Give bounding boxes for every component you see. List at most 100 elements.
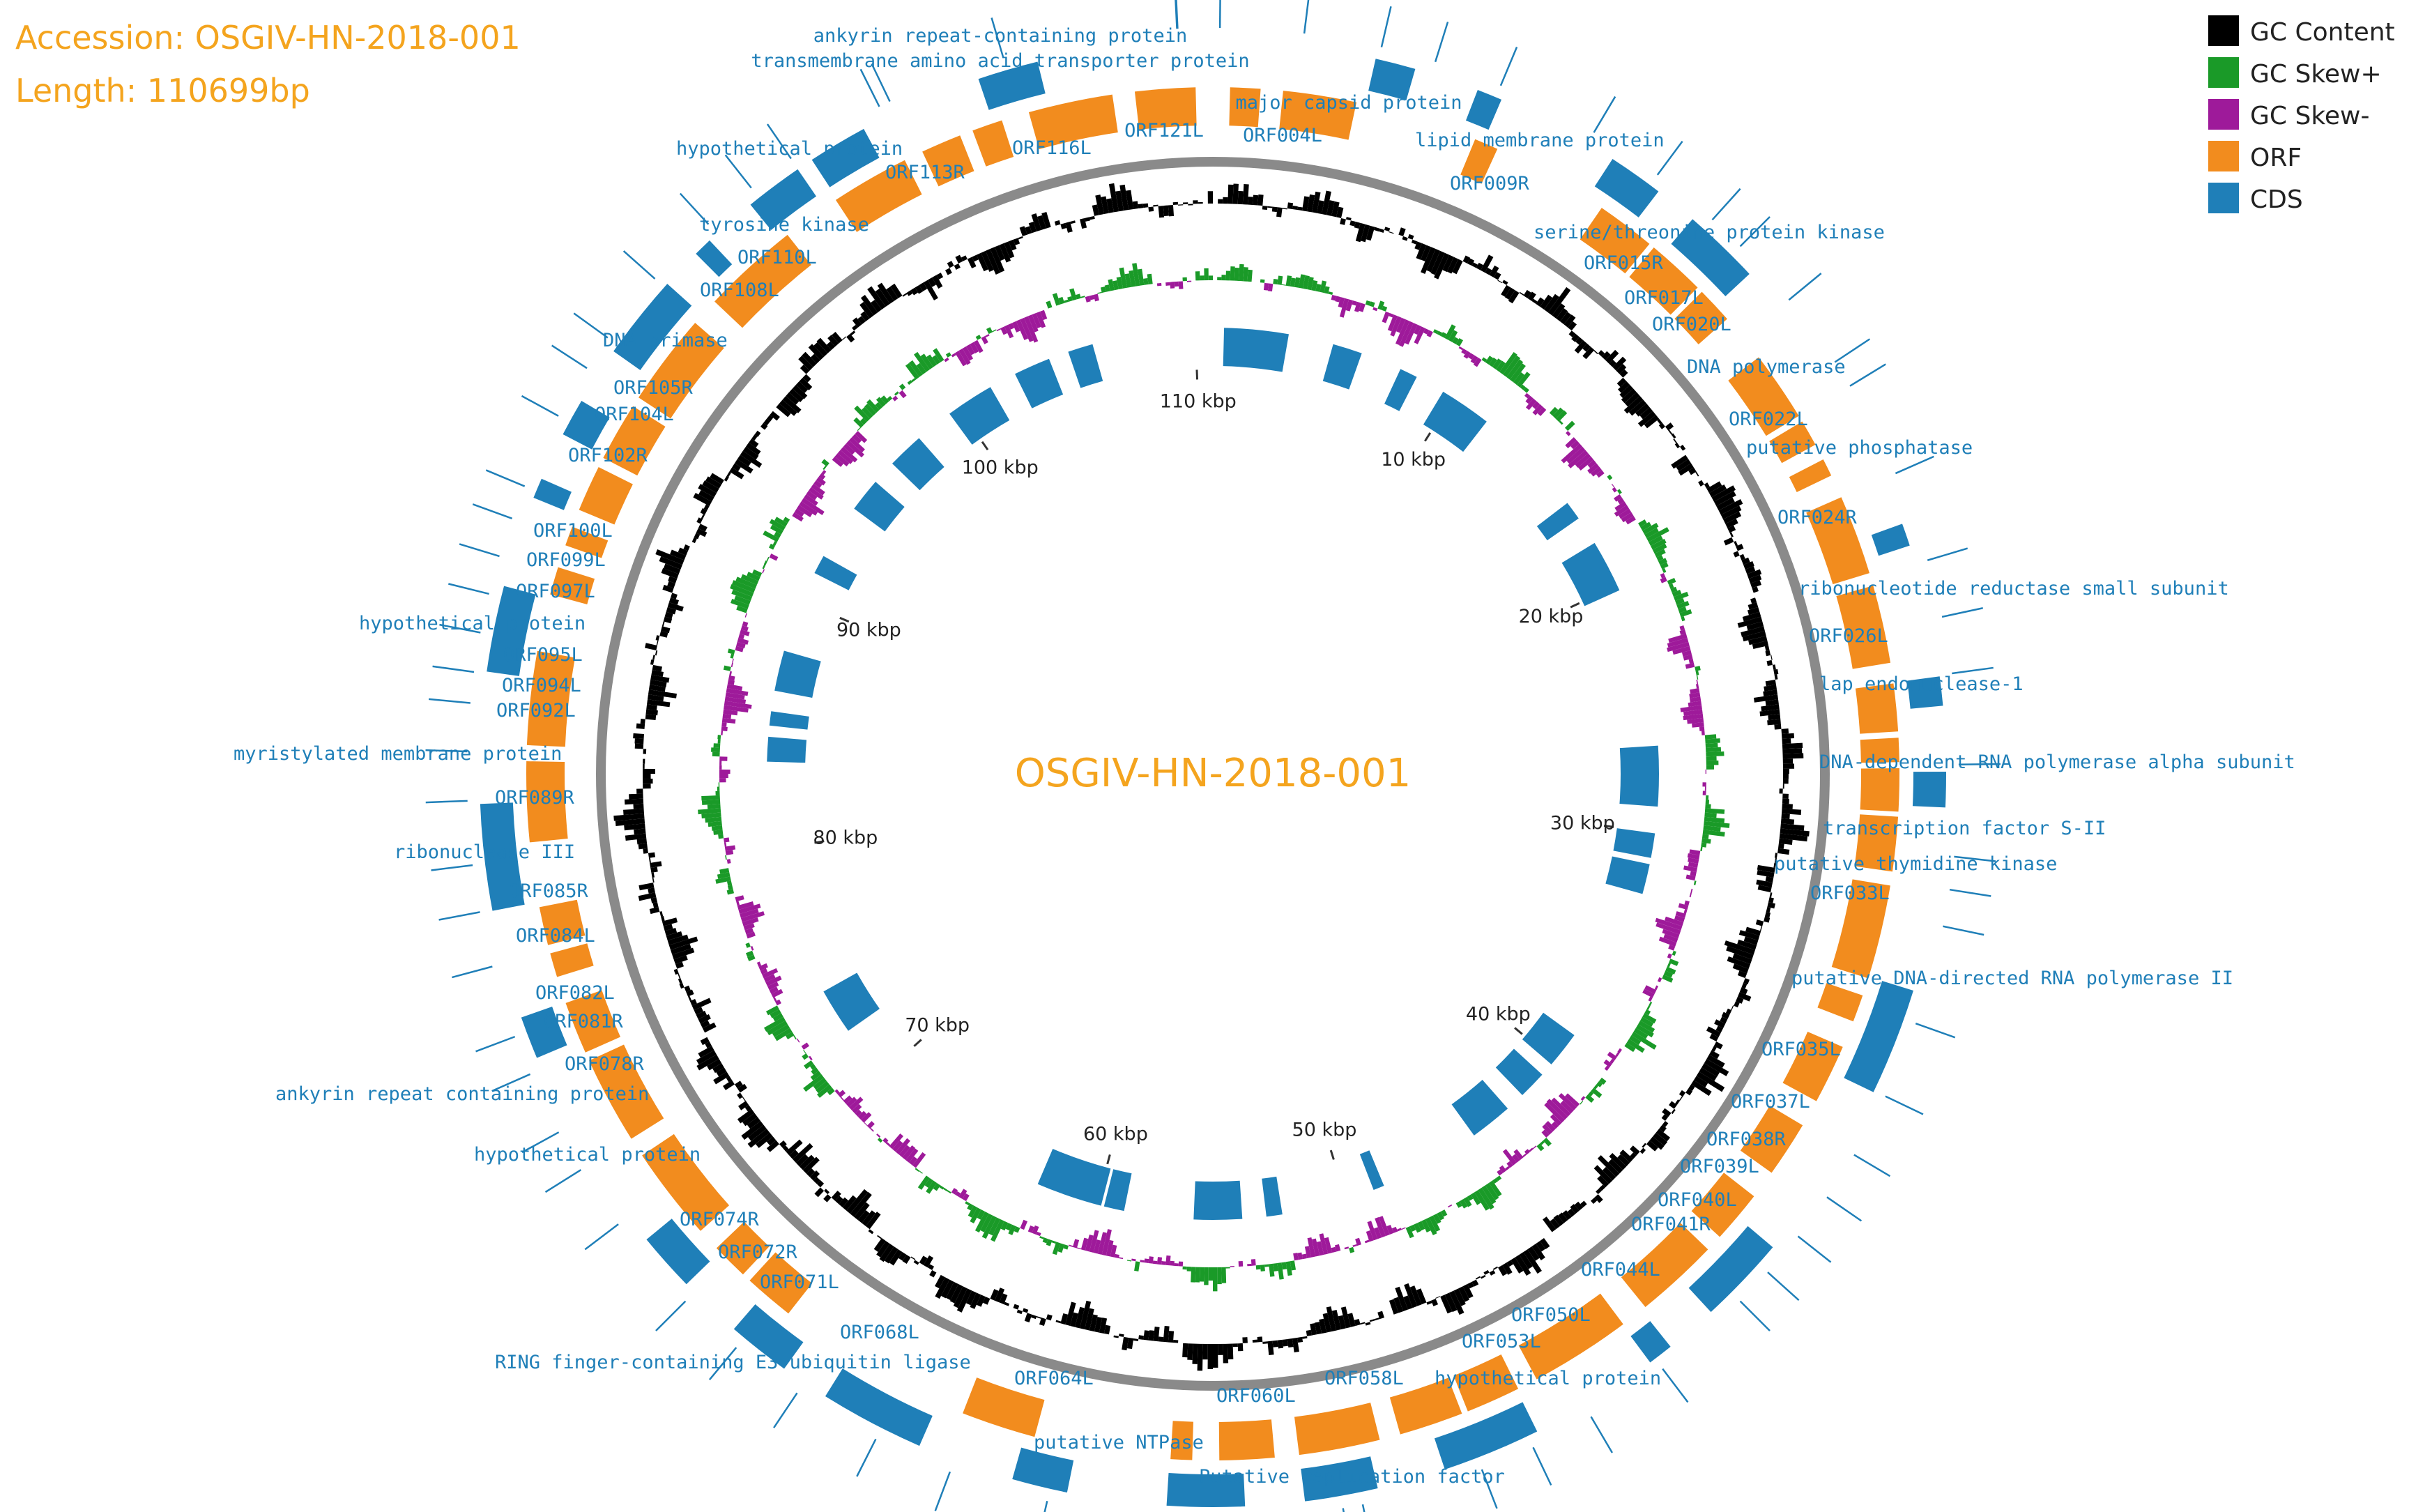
wave-bar	[1743, 561, 1754, 570]
wave-bar	[1217, 277, 1222, 281]
gene-label: ORF108L	[700, 280, 779, 301]
wave-bar	[1417, 1221, 1425, 1231]
wave-bar	[1067, 296, 1073, 302]
wave-bar	[1704, 820, 1730, 828]
wave-bar	[747, 1129, 770, 1148]
wave-bar	[747, 572, 760, 581]
wave-bar	[965, 1201, 970, 1206]
wave-bar	[1541, 1129, 1550, 1138]
wave-bar	[725, 850, 734, 855]
kbp-label: 80 kbp	[813, 827, 878, 848]
wave-bar	[1765, 876, 1774, 883]
wave-bar	[894, 391, 899, 396]
leader-line	[428, 698, 471, 704]
wave-bar	[1234, 268, 1240, 281]
wave-bar	[795, 1154, 809, 1167]
wave-bar	[751, 434, 758, 441]
wave-bar	[1170, 282, 1175, 289]
wave-bar	[823, 1194, 832, 1202]
wave-bar	[1271, 206, 1278, 213]
wave-bar	[1448, 330, 1458, 342]
wave-bar	[1724, 940, 1755, 955]
wave-bar	[774, 1028, 793, 1041]
leader-line	[544, 1169, 582, 1193]
wave-bar	[843, 443, 855, 455]
wave-bar	[1687, 853, 1700, 860]
wave-bar	[802, 351, 817, 367]
wave-bar	[730, 653, 735, 659]
wave-bar	[1704, 1059, 1729, 1076]
wave-bar	[1118, 1334, 1124, 1337]
wave-bar	[782, 1145, 789, 1152]
wave-bar	[1294, 277, 1301, 288]
wave-bar	[1470, 1192, 1481, 1205]
wave-bar	[1519, 1252, 1533, 1269]
wave-bar	[854, 1202, 870, 1221]
wave-bar	[734, 1080, 743, 1089]
wave-bar	[1752, 641, 1769, 649]
wave-bar	[827, 335, 839, 347]
wave-bar	[1580, 1200, 1587, 1208]
wave-bar	[1170, 1260, 1175, 1266]
wave-bar	[936, 273, 944, 280]
wave-bar	[1075, 1306, 1085, 1329]
wave-bar	[823, 465, 827, 471]
wave-bar	[652, 877, 655, 883]
wave-bar	[1617, 1154, 1630, 1167]
wave-bar	[1012, 321, 1020, 333]
wave-bar	[932, 355, 941, 365]
kbp-label: 40 kbp	[1466, 1003, 1531, 1025]
wave-bar	[1688, 467, 1697, 475]
kbp-label: 100 kbp	[962, 457, 1039, 479]
wave-bar	[806, 490, 818, 501]
wave-bar	[813, 1177, 820, 1184]
wave-bar	[1039, 1236, 1044, 1239]
leader-line	[1767, 1272, 1800, 1301]
wave-bar	[1019, 226, 1027, 236]
wave-bar	[1633, 1028, 1649, 1039]
wave-bar	[638, 892, 657, 901]
wave-bar	[1739, 987, 1748, 995]
wave-bar	[1085, 296, 1091, 303]
wave-bar	[1455, 338, 1464, 346]
leader-line	[459, 543, 500, 558]
wave-bar	[976, 1295, 986, 1307]
wave-bar	[1723, 537, 1734, 546]
wave-bar	[1076, 293, 1081, 300]
wave-bar	[1395, 1286, 1408, 1312]
feature-block	[1359, 1150, 1384, 1191]
wave-bar	[1496, 1175, 1502, 1182]
wave-bar	[1446, 257, 1459, 274]
feature-block	[1613, 828, 1655, 858]
wave-bar	[1080, 1300, 1092, 1330]
wave-bar	[1414, 326, 1425, 344]
wave-bar	[1678, 606, 1687, 613]
wave-bar	[1689, 849, 1701, 855]
wave-bar	[902, 1145, 916, 1161]
wave-bar	[1700, 846, 1703, 852]
wave-bar	[1199, 1267, 1204, 1282]
feature-block	[1789, 459, 1832, 492]
wave-bar	[961, 255, 968, 261]
legend-swatch-gc-content	[2208, 15, 2239, 46]
wave-bar	[798, 356, 813, 371]
wave-bar	[1260, 1265, 1265, 1272]
wave-bar	[719, 761, 722, 765]
wave-bar	[1403, 1295, 1413, 1310]
leader-line	[679, 192, 710, 225]
wave-bar	[970, 342, 979, 354]
wave-bar	[1031, 213, 1042, 232]
wave-bar	[1129, 270, 1136, 287]
wave-bar	[1104, 284, 1110, 292]
wave-bar	[861, 1112, 872, 1123]
wave-bar	[1242, 184, 1249, 205]
feature-block	[1536, 503, 1579, 541]
leader-line	[1943, 925, 1984, 936]
wave-bar	[1324, 286, 1330, 294]
feature-block	[1322, 344, 1362, 390]
wave-bar	[1759, 926, 1763, 931]
gene-label: ORF097L	[516, 581, 595, 602]
wave-bar	[645, 643, 657, 650]
wave-bar	[1774, 724, 1782, 730]
wave-bar	[890, 283, 903, 298]
